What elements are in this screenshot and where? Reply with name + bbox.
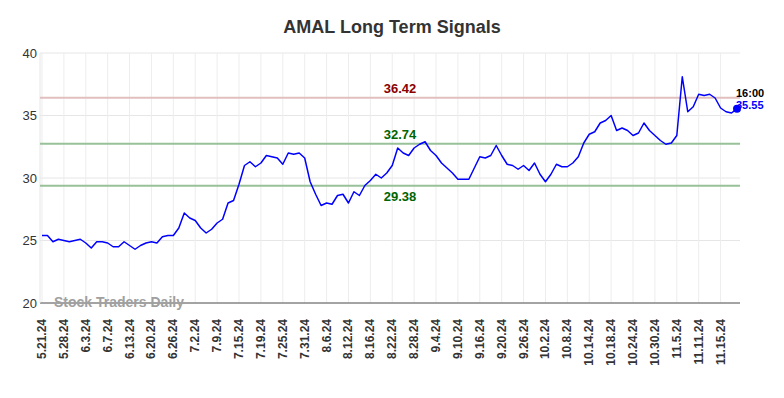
y-tick-label: 35 <box>23 108 37 123</box>
x-tick-label: 6.7.24 <box>101 319 115 353</box>
x-tick-label: 11.15.24 <box>714 319 728 365</box>
x-tick-label: 5.28.24 <box>57 319 71 359</box>
x-tick-label: 7.25.24 <box>276 319 290 359</box>
grid-line-x <box>85 53 86 303</box>
x-tick-label: 11.11.24 <box>692 319 706 365</box>
grid-line-x <box>348 53 349 303</box>
reference-label: 29.38 <box>384 189 417 204</box>
grid-line-x <box>282 53 283 303</box>
x-tick-label: 8.6.24 <box>320 319 334 353</box>
x-tick-label: 10.2.24 <box>538 319 552 359</box>
series-group <box>42 77 741 250</box>
last-value-label: 35.55 <box>736 99 764 111</box>
x-tick-label: 5.21.24 <box>35 319 49 359</box>
grid-line-x <box>567 53 568 303</box>
grid-line-y <box>40 53 740 54</box>
reference-line <box>40 97 740 99</box>
grid-line-x <box>304 53 305 303</box>
grid-line-x <box>42 53 43 303</box>
y-tick-label: 30 <box>23 171 37 186</box>
grid-line-x <box>239 53 240 303</box>
grid-line-x <box>195 53 196 303</box>
grid-line-y <box>40 240 740 241</box>
grid-line-x <box>173 53 174 303</box>
reference-line <box>40 143 740 145</box>
chart-container: AMAL Long Term Signals 20 25 30 35 40 5.21.24 5… <box>0 0 784 398</box>
x-tick-label: 7.19.24 <box>254 319 268 359</box>
reference-label: 32.74 <box>384 127 417 142</box>
y-tick-label: 20 <box>23 296 37 311</box>
reference-label: 36.42 <box>384 81 417 96</box>
x-tick-label: 8.22.24 <box>385 319 399 359</box>
grid-line-x <box>545 53 546 303</box>
x-tick-label: 9.20.24 <box>495 319 509 359</box>
y-axis-line <box>40 53 41 303</box>
x-tick-label: 9.10.24 <box>451 319 465 359</box>
grid-line-x <box>698 53 699 303</box>
price-line <box>42 77 737 250</box>
grid-line-x <box>260 53 261 303</box>
grid-line-x <box>370 53 371 303</box>
x-tick-label: 6.3.24 <box>79 319 93 353</box>
title: AMAL Long Term Signals <box>283 17 500 37</box>
x-tick-label: 9.16.24 <box>473 319 487 359</box>
x-tick-label: 6.26.24 <box>166 319 180 359</box>
grid-line-x <box>326 53 327 303</box>
grid-line-x <box>611 53 612 303</box>
grid-line-x <box>151 53 152 303</box>
x-tick-label: 9.4.24 <box>429 319 443 353</box>
x-tick-label: 7.9.24 <box>210 319 224 353</box>
grid-line-x <box>217 53 218 303</box>
x-tick-label: 6.13.24 <box>123 319 137 359</box>
x-tick-label: 10.18.24 <box>604 319 618 366</box>
grid-line-x <box>501 53 502 303</box>
grid-line-x <box>589 53 590 303</box>
last-time-label: 16:00 <box>736 87 764 99</box>
x-tick-label: 9.26.24 <box>517 319 531 359</box>
x-tick-label: 10.14.24 <box>582 319 596 366</box>
grid-line-x <box>479 53 480 303</box>
y-tick-label: 25 <box>23 233 37 248</box>
grid-line-x <box>63 53 64 303</box>
x-tick-label: 8.12.24 <box>341 319 355 359</box>
grid-line-x <box>129 53 130 303</box>
watermark: Stock Traders Daily <box>54 294 184 310</box>
reference-line <box>40 185 740 187</box>
grid-line-x <box>523 53 524 303</box>
x-tick-label: 8.16.24 <box>363 319 377 359</box>
x-tick-label: 8.28.24 <box>407 319 421 359</box>
grid-line-x <box>107 53 108 303</box>
x-tick-label: 7.2.24 <box>188 319 202 353</box>
x-tick-label: 10.8.24 <box>560 319 574 359</box>
x-tick-label: 11.5.24 <box>670 319 684 359</box>
x-tick-label: 10.24.24 <box>626 319 640 366</box>
x-tick-label: 7.31.24 <box>298 319 312 359</box>
grid-line-x <box>633 53 634 303</box>
x-tick-label: 7.15.24 <box>232 319 246 359</box>
grid-line-x <box>720 53 721 303</box>
grid-line-y <box>40 115 740 116</box>
x-tick-label: 6.20.24 <box>144 319 158 359</box>
grid-line-x <box>654 53 655 303</box>
grid-line-x <box>676 53 677 303</box>
chart-svg: AMAL Long Term Signals 20 25 30 35 40 5.21.24 5… <box>0 0 784 398</box>
x-tick-label: 10.30.24 <box>648 319 662 366</box>
grid-line-y <box>40 178 740 179</box>
grid-line-x <box>436 53 437 303</box>
y-tick-label: 40 <box>23 46 37 61</box>
